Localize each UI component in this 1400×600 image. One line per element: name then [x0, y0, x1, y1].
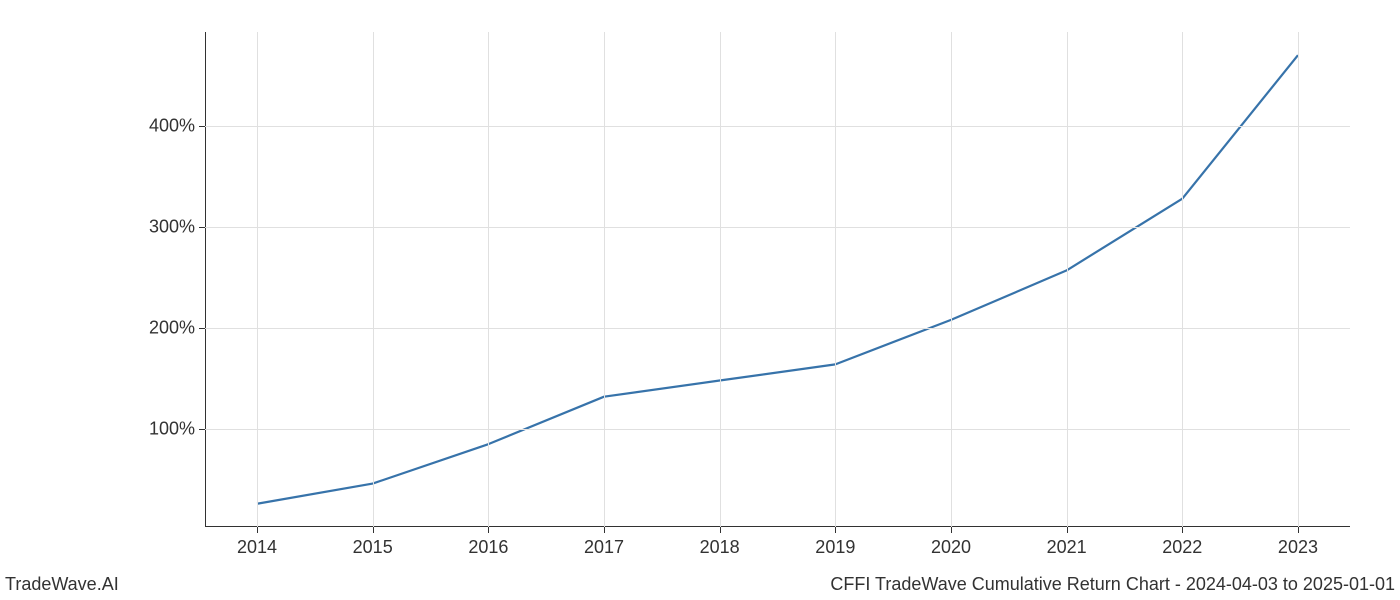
y-tick-label: 400% — [149, 115, 195, 136]
data-line — [205, 32, 1350, 527]
x-tick-mark — [257, 527, 258, 533]
y-tick-label: 300% — [149, 216, 195, 237]
x-tick-label: 2022 — [1162, 537, 1202, 558]
grid-line-vertical — [1298, 32, 1299, 527]
x-tick-mark — [720, 527, 721, 533]
footer-left-text: TradeWave.AI — [5, 574, 119, 595]
y-tick-mark — [199, 227, 205, 228]
x-tick-label: 2023 — [1278, 537, 1318, 558]
grid-line-vertical — [1182, 32, 1183, 527]
y-tick-mark — [199, 328, 205, 329]
grid-line-horizontal — [205, 429, 1350, 430]
grid-line-vertical — [835, 32, 836, 527]
grid-line-vertical — [720, 32, 721, 527]
x-tick-mark — [488, 527, 489, 533]
grid-line-horizontal — [205, 227, 1350, 228]
footer-right-text: CFFI TradeWave Cumulative Return Chart -… — [830, 574, 1395, 595]
x-tick-mark — [1067, 527, 1068, 533]
x-tick-mark — [604, 527, 605, 533]
y-tick-mark — [199, 126, 205, 127]
x-tick-label: 2014 — [237, 537, 277, 558]
chart-container: 2014 2015 2016 2017 2018 2019 2020 2021 2022 2023… — [0, 0, 1400, 600]
y-tick-mark — [199, 429, 205, 430]
x-tick-label: 2019 — [815, 537, 855, 558]
x-tick-label: 2020 — [931, 537, 971, 558]
grid-line-vertical — [1067, 32, 1068, 527]
x-tick-label: 2016 — [468, 537, 508, 558]
x-tick-label: 2017 — [584, 537, 624, 558]
grid-line-horizontal — [205, 328, 1350, 329]
x-tick-mark — [373, 527, 374, 533]
x-tick-mark — [835, 527, 836, 533]
x-tick-label: 2015 — [353, 537, 393, 558]
grid-line-horizontal — [205, 126, 1350, 127]
grid-line-vertical — [951, 32, 952, 527]
plot-area: 2014201520162017201820192020202120222023… — [205, 32, 1350, 527]
grid-line-vertical — [257, 32, 258, 527]
y-tick-label: 200% — [149, 317, 195, 338]
x-tick-label: 2018 — [700, 537, 740, 558]
grid-line-vertical — [604, 32, 605, 527]
series-line — [257, 55, 1298, 504]
y-tick-label: 100% — [149, 419, 195, 440]
x-tick-mark — [1182, 527, 1183, 533]
grid-line-vertical — [488, 32, 489, 527]
grid-line-vertical — [373, 32, 374, 527]
x-tick-mark — [951, 527, 952, 533]
x-tick-mark — [1298, 527, 1299, 533]
x-tick-label: 2021 — [1047, 537, 1087, 558]
